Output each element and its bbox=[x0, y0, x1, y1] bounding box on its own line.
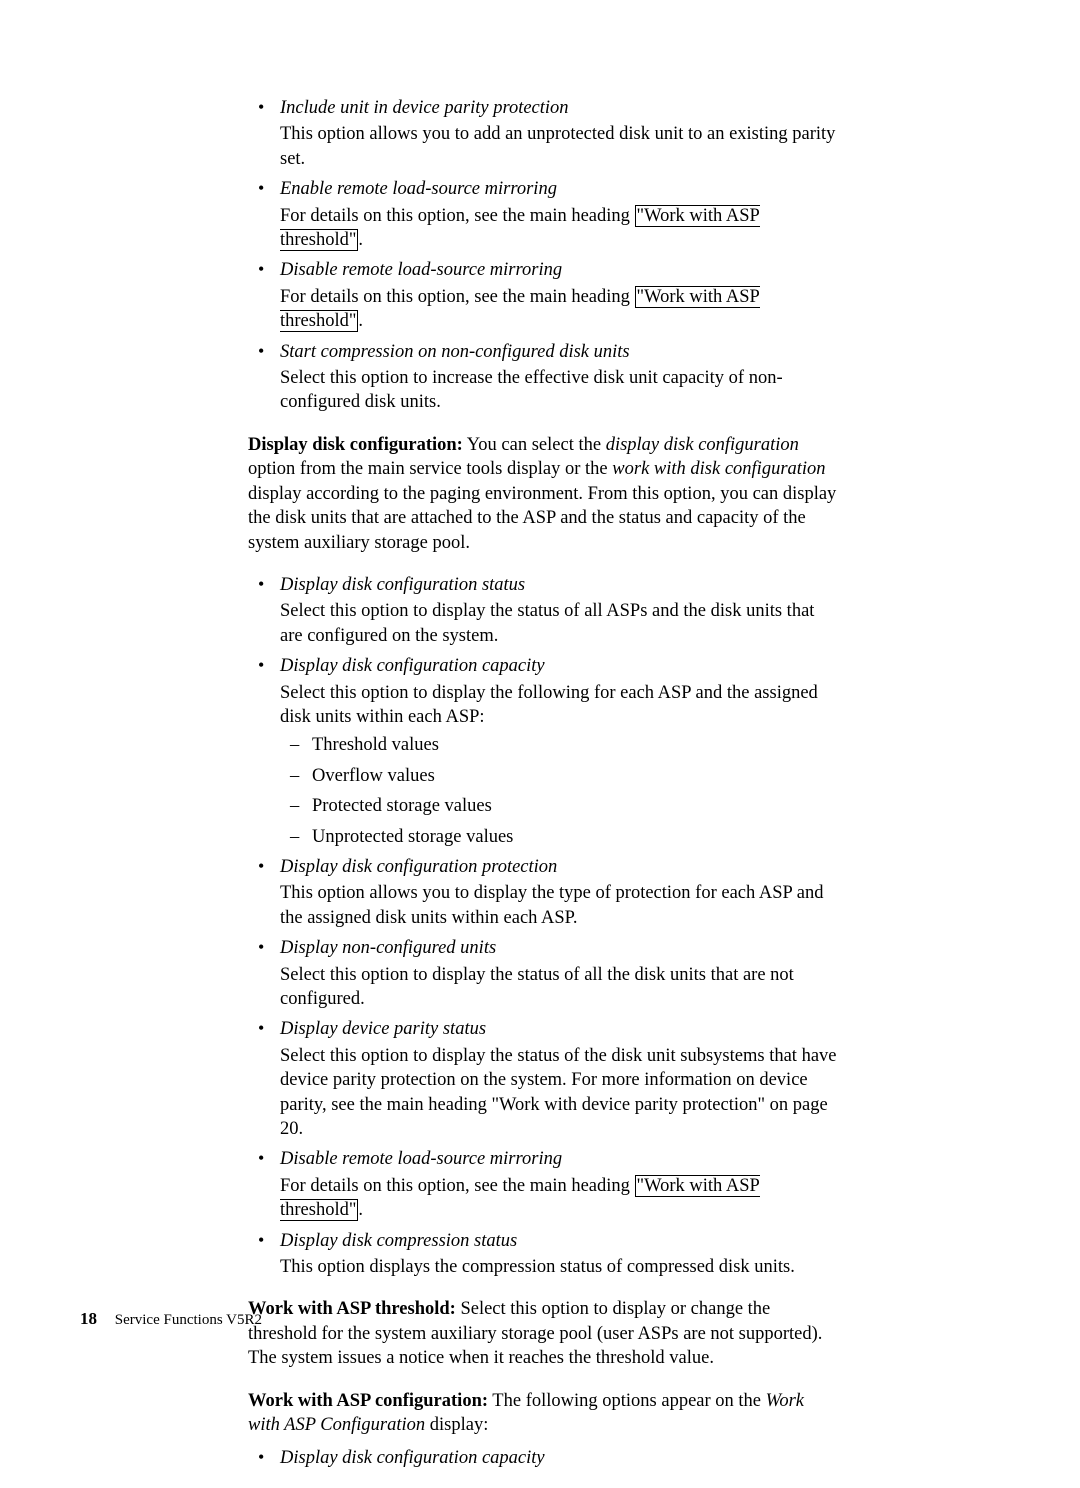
item-desc: Select this option to display the status… bbox=[280, 963, 838, 1012]
italic-text: display disk configuration bbox=[606, 435, 799, 455]
item-title: Display disk configuration protection bbox=[280, 855, 838, 879]
running-title: Service Functions V5R2 bbox=[115, 1312, 262, 1328]
list-item: Display disk configuration protection Th… bbox=[270, 855, 838, 930]
item-title: Display disk configuration capacity bbox=[280, 654, 838, 678]
text: Protected storage values bbox=[312, 796, 492, 816]
item-desc: For details on this option, see the main… bbox=[280, 285, 838, 334]
list-item: Display non-configured units Select this… bbox=[270, 936, 838, 1011]
text: For details on this option, see the main… bbox=[280, 206, 635, 226]
text: display: bbox=[425, 1415, 488, 1435]
run-in-heading: Work with ASP threshold: bbox=[248, 1299, 456, 1319]
page-number: 18 bbox=[80, 1309, 97, 1328]
text: . bbox=[358, 230, 363, 250]
list-item: Unprotected storage values bbox=[302, 825, 838, 849]
item-title: Include unit in device parity protection bbox=[280, 96, 838, 120]
text: . bbox=[358, 311, 363, 331]
text: option from the main service tools displ… bbox=[248, 459, 612, 479]
text: Overflow values bbox=[312, 766, 435, 786]
item-desc: This option displays the compression sta… bbox=[280, 1255, 838, 1279]
text: . bbox=[358, 1200, 363, 1220]
paragraph-asp-threshold: Work with ASP threshold: Select this opt… bbox=[248, 1297, 838, 1370]
list-item: Protected storage values bbox=[302, 794, 838, 818]
paragraph-display-disk-config: Display disk configuration: You can sele… bbox=[248, 433, 838, 555]
text: Unprotected storage values bbox=[312, 827, 513, 847]
run-in-heading: Work with ASP configuration: bbox=[248, 1391, 488, 1411]
item-title: Display disk configuration capacity bbox=[280, 1446, 838, 1470]
item-desc: Select this option to display the status… bbox=[280, 1044, 838, 1142]
item-title: Display non-configured units bbox=[280, 936, 838, 960]
list-item: Display disk compression status This opt… bbox=[270, 1229, 838, 1280]
item-desc: This option allows you to add an unprote… bbox=[280, 122, 838, 171]
text: This option allows you to add an unprote… bbox=[280, 124, 835, 168]
list-item: Disable remote load-source mirroring For… bbox=[270, 1147, 838, 1222]
dash-list: Threshold values Overflow values Protect… bbox=[280, 733, 838, 849]
list-item: Overflow values bbox=[302, 764, 838, 788]
item-title: Enable remote load-source mirroring bbox=[280, 177, 838, 201]
text: The following options appear on the bbox=[488, 1391, 766, 1411]
item-desc: Select this option to increase the effec… bbox=[280, 366, 838, 415]
bullet-list-3: Display disk configuration capacity bbox=[248, 1446, 838, 1470]
list-item: Display disk configuration capacity Sele… bbox=[270, 654, 838, 849]
run-in-heading: Display disk configuration: bbox=[248, 435, 463, 455]
page: Include unit in device parity protection… bbox=[0, 0, 1080, 1397]
item-desc: This option allows you to display the ty… bbox=[280, 881, 838, 930]
item-title: Start compression on non-configured disk… bbox=[280, 340, 838, 364]
text: For details on this option, see the main… bbox=[280, 1176, 635, 1196]
list-item: Display device parity status Select this… bbox=[270, 1017, 838, 1141]
list-item: Threshold values bbox=[302, 733, 838, 757]
list-item: Enable remote load-source mirroring For … bbox=[270, 177, 838, 252]
text: For details on this option, see the main… bbox=[280, 287, 635, 307]
item-title: Disable remote load-source mirroring bbox=[280, 1147, 838, 1171]
bullet-list-2: Display disk configuration status Select… bbox=[248, 573, 838, 1280]
text: Threshold values bbox=[312, 735, 439, 755]
bullet-list-1: Include unit in device parity protection… bbox=[248, 96, 838, 415]
item-title: Display device parity status bbox=[280, 1017, 838, 1041]
item-desc: Select this option to display the status… bbox=[280, 599, 838, 648]
list-item: Display disk configuration capacity bbox=[270, 1446, 838, 1470]
item-title: Display disk compression status bbox=[280, 1229, 838, 1253]
list-item: Include unit in device parity protection… bbox=[270, 96, 838, 171]
list-item: Disable remote load-source mirroring For… bbox=[270, 258, 838, 333]
list-item: Display disk configuration status Select… bbox=[270, 573, 838, 648]
text: Select this option to increase the effec… bbox=[280, 368, 783, 412]
item-title: Disable remote load-source mirroring bbox=[280, 258, 838, 282]
body-text: Include unit in device parity protection… bbox=[248, 96, 838, 1488]
text: display according to the paging environm… bbox=[248, 484, 836, 553]
item-title: Display disk configuration status bbox=[280, 573, 838, 597]
item-desc: Select this option to display the follow… bbox=[280, 681, 838, 730]
list-item: Start compression on non-configured disk… bbox=[270, 340, 838, 415]
item-desc: For details on this option, see the main… bbox=[280, 204, 838, 253]
page-footer: 18 Service Functions V5R2 bbox=[80, 1308, 262, 1331]
paragraph-asp-config: Work with ASP configuration: The followi… bbox=[248, 1389, 838, 1438]
italic-text: work with disk configuration bbox=[612, 459, 825, 479]
text: You can select the bbox=[463, 435, 606, 455]
item-desc: For details on this option, see the main… bbox=[280, 1174, 838, 1223]
